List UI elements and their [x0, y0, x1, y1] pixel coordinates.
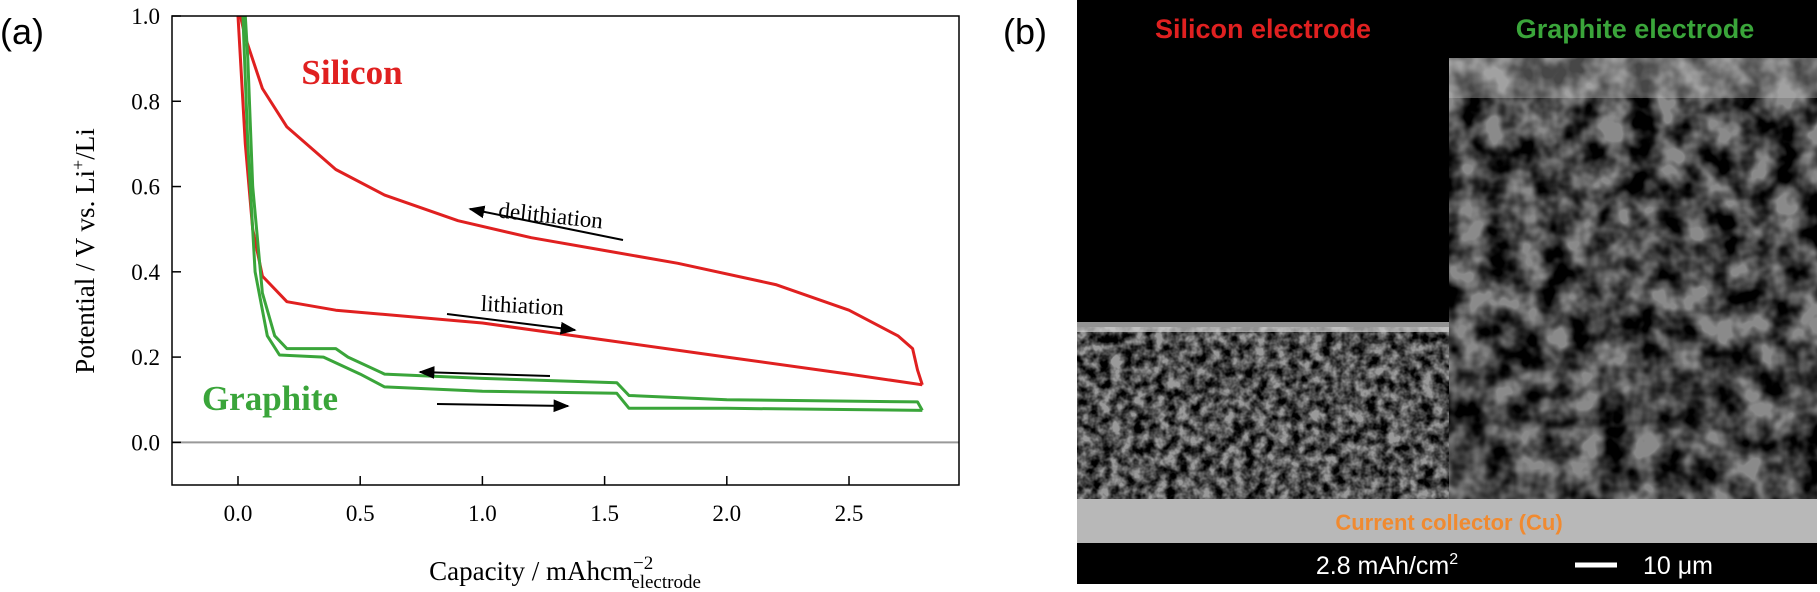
scale-label: 10 μm: [1643, 552, 1713, 580]
arrow: [436, 399, 570, 413]
x-tick-label: 1.0: [468, 501, 497, 526]
y-tick-label: 0.6: [131, 175, 160, 200]
x-axis-label: Capacity / mAhcm−2 electrode: [429, 553, 701, 592]
y-tick-label: 0.4: [131, 260, 160, 285]
label-part: Capacity / mAhcm: [429, 556, 633, 586]
panel-label: (a): [0, 11, 44, 52]
x-tick-label: 0.5: [346, 501, 375, 526]
label-sup: 2: [1449, 551, 1458, 568]
x-tick-label: 1.5: [590, 501, 619, 526]
label-part: Potential / V vs. Li: [70, 170, 100, 374]
label-sup: +: [68, 160, 88, 170]
y-tick-label: 0.0: [131, 430, 160, 455]
data-line: [241, 15, 923, 412]
x-tick-label: 0.0: [224, 501, 253, 526]
image-label: Current collector (Cu): [1335, 510, 1562, 535]
x-tick-label: 2.0: [712, 501, 741, 526]
arrow: [418, 366, 551, 379]
annotation: Silicon: [301, 53, 402, 92]
annotation: lithiation: [480, 291, 565, 320]
panel-label: (b): [1003, 11, 1047, 52]
label-sup: −2: [633, 553, 653, 574]
data-line: [243, 15, 924, 412]
image-label: 2.8 mAh/cm2: [1316, 551, 1458, 580]
annotation: Graphite: [202, 379, 338, 418]
annotation: delithiation: [497, 198, 604, 234]
image-label: Silicon electrode: [1155, 14, 1371, 44]
y-axis-label: Potential / V vs. Li+/Li: [68, 128, 100, 373]
y-tick-label: 0.8: [131, 89, 160, 114]
label-part: 2.8 mAh/cm: [1316, 552, 1449, 580]
image-label: Graphite electrode: [1516, 14, 1755, 44]
x-tick-label: 2.5: [835, 501, 864, 526]
label-part: /Li: [70, 128, 100, 160]
label-sub: electrode: [631, 572, 701, 592]
plot-frame: [171, 15, 960, 486]
arrow: [446, 313, 577, 335]
y-tick-label: 0.2: [131, 345, 160, 370]
arrow: [468, 205, 624, 241]
sem-image: [1077, 0, 1817, 584]
data-line: [238, 15, 924, 386]
y-tick-label: 1.0: [131, 4, 160, 29]
